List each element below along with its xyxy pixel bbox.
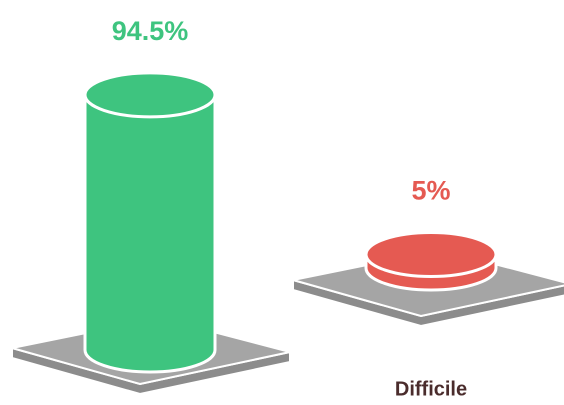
- cylinder-body: [83, 93, 217, 374]
- category-label: Difficile: [395, 378, 467, 400]
- value-label: 94.5%: [112, 16, 189, 46]
- cylinder-top: [364, 231, 498, 278]
- cylinder: [364, 231, 498, 292]
- cylinder-top: [83, 71, 217, 119]
- value-label: 5%: [411, 176, 450, 206]
- cylinder: [83, 71, 217, 374]
